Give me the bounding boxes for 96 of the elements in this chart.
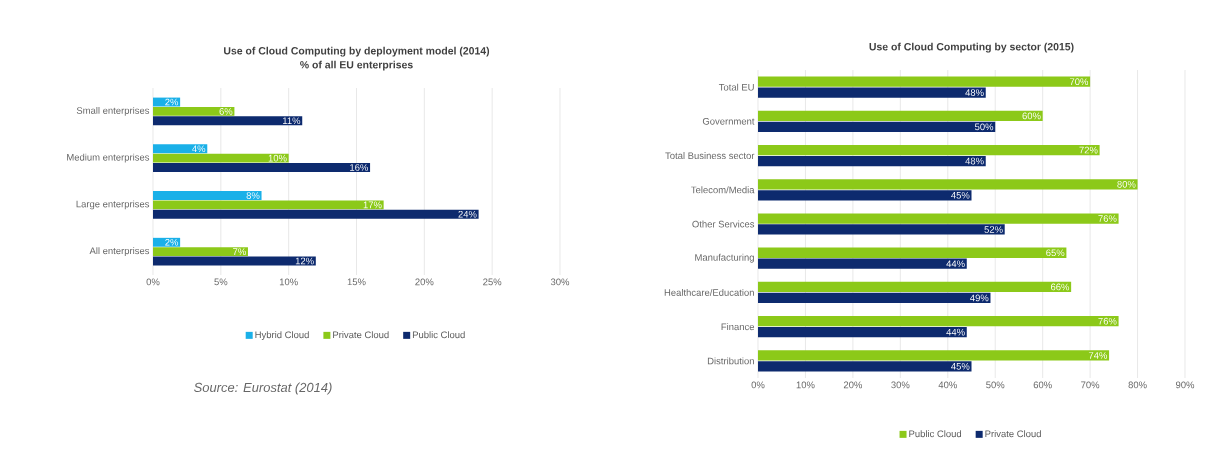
x-tick-label: 0% [146,278,160,286]
data-label: 50% [974,123,994,131]
bar [758,144,1100,156]
bar [758,110,1043,121]
data-label: 44% [946,328,965,336]
data-label: 17% [363,201,382,209]
x-tick-label: 30% [550,278,570,286]
data-label: 70% [1069,78,1089,85]
x-tick-label: 60% [1033,381,1052,389]
legend-label: Public Cloud [412,331,465,339]
bar [758,281,1072,293]
chart-subtitle: % of all EU enterprises [300,60,413,71]
bar [758,87,986,98]
bar [758,76,1091,87]
data-label: 48% [965,157,984,165]
bar [758,179,1138,190]
y-tick-label: Other Services [692,220,755,228]
data-label: 16% [350,164,369,171]
data-label: 74% [1088,352,1108,359]
chart-title: Use of Cloud Computing by sector (2015) [869,42,1074,53]
data-label: 6% [219,108,233,115]
y-tick-label: Telecom/Media [691,186,755,194]
bar [758,292,991,304]
bar [758,316,1119,327]
data-label: 60% [1022,112,1041,120]
y-tick-label: Large enterprises [76,200,150,210]
bar [758,155,986,167]
bar [153,116,303,126]
data-label: 7% [233,248,246,255]
bar [153,153,289,163]
bar [758,247,1067,258]
x-tick-label: 10% [796,381,815,389]
x-tick-label: 20% [843,381,863,389]
y-tick-label: All enterprises [89,247,150,257]
y-tick-label: Distribution [707,357,754,365]
x-tick-label: 90% [1175,381,1195,389]
bar [153,200,384,210]
bar [758,213,1119,224]
y-tick-label: Small enterprises [76,106,150,116]
data-label: 4% [192,145,206,153]
y-tick-label: Finance [721,323,755,331]
bar [758,224,1005,235]
legend-label: Public Cloud [909,430,962,438]
source-note: Source: Eurostat (2014) [194,382,332,395]
bar [758,190,972,201]
data-label: 8% [246,192,260,199]
x-tick-label: 30% [891,381,910,389]
data-label: 80% [1117,180,1136,188]
x-tick-label: 50% [986,381,1005,389]
data-label: 48% [965,89,984,96]
data-label: 76% [1098,215,1117,222]
data-label: 65% [1046,249,1065,257]
data-label: 2% [165,238,179,246]
data-label: 66% [1050,283,1070,291]
chart-title: Use of Cloud Computing by deployment model (2014) [224,46,490,57]
x-tick-label: 25% [483,278,502,286]
data-label: 49% [970,294,989,302]
data-label: 45% [951,363,970,370]
data-label: 10% [268,154,287,162]
data-label: 76% [1098,317,1117,325]
data-label: 44% [946,260,965,268]
y-tick-label: Manufacturing [695,253,754,263]
y-tick-label: Medium enterprises [67,153,150,163]
y-tick-label: Government [702,117,755,125]
legend-label: Hybrid Cloud [255,331,309,341]
data-label: 52% [984,226,1003,233]
bar [153,247,248,257]
bar [153,209,479,219]
x-tick-label: 10% [279,278,298,286]
bar [758,350,1110,361]
legend-label: Private Cloud [333,331,389,339]
data-label: 24% [458,210,477,218]
legend-label: Private Cloud [985,430,1041,438]
data-label: 11% [283,117,301,125]
y-tick-label: Total EU [718,83,754,91]
bar [758,361,972,372]
bar [758,121,996,132]
bar [758,258,967,269]
bar [153,144,208,154]
data-label: 2% [165,98,179,106]
data-label: 45% [951,191,970,199]
x-tick-label: 5% [214,278,228,286]
x-tick-label: 40% [938,381,957,389]
x-tick-label: 0% [751,381,765,389]
x-tick-label: 70% [1081,381,1100,389]
bar [153,106,235,116]
bar [758,327,967,338]
y-tick-label: Healthcare/Education [664,288,754,296]
x-tick-label: 80% [1128,381,1147,389]
y-tick-label: Total Business sector [665,152,755,160]
x-tick-label: 20% [415,278,434,286]
bar [153,163,371,172]
data-label: 72% [1079,146,1098,154]
x-tick-label: 15% [347,278,366,286]
bar [153,191,262,200]
data-label: 12% [295,257,314,265]
